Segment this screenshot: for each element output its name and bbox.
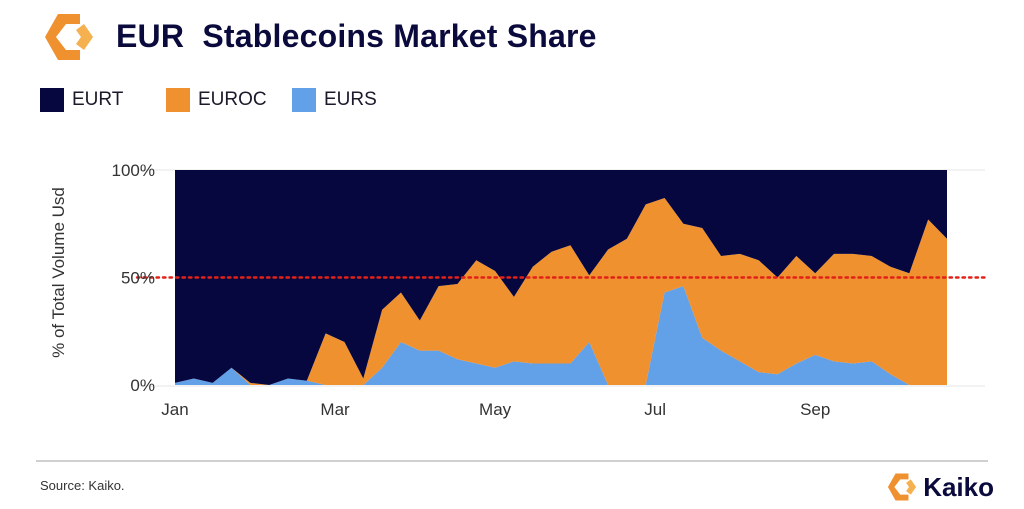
area-eurs (175, 286, 947, 385)
legend-swatch-eurt (40, 88, 64, 112)
y-tick-label: 50% (121, 269, 155, 288)
y-axis-title: % of Total Volume Usd (49, 187, 68, 358)
legend-label-euroc: EUROC (198, 89, 267, 110)
legend-label-eurt: EURT (72, 89, 124, 110)
source-note: Source: Kaiko. (40, 478, 125, 493)
page-title: EUR Stablecoins Market Share (116, 18, 597, 54)
kaiko-logo-icon (45, 14, 93, 60)
legend-item-eurs: EURS (292, 88, 418, 112)
legend-item-euroc: EUROC (166, 88, 292, 112)
kaiko-brand-icon (888, 473, 917, 501)
x-tick-label: Sep (800, 400, 830, 419)
x-tick-label: May (479, 400, 512, 419)
y-tick-label: 0% (130, 376, 155, 395)
legend-swatch-eurs (292, 88, 316, 112)
x-tick-label: Jul (644, 400, 666, 419)
chart-legend: EURT EUROC EURS (40, 88, 418, 112)
x-tick-label: Mar (320, 400, 350, 419)
x-tick-label: Jan (161, 400, 188, 419)
area-euroc (175, 197, 947, 385)
legend-label-eurs: EURS (324, 89, 377, 110)
area-eurt (175, 170, 947, 385)
footer-divider (36, 460, 988, 462)
legend-swatch-euroc (166, 88, 190, 112)
brand-name: Kaiko (923, 471, 994, 502)
legend-item-eurt: EURT (40, 88, 166, 112)
brand-mark: Kaiko (885, 470, 994, 504)
y-tick-label: 100% (112, 161, 155, 180)
